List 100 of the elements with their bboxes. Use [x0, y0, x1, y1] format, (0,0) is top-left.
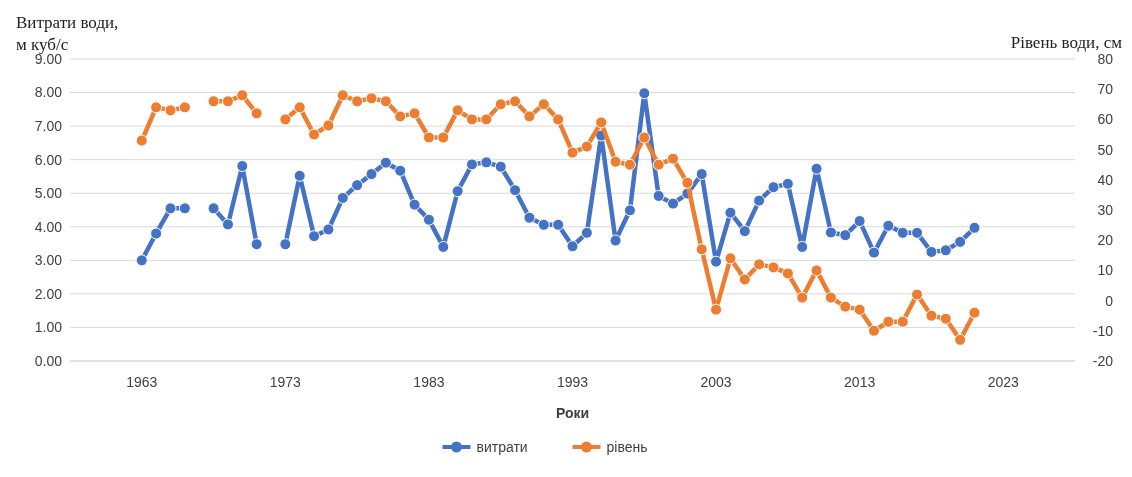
y2-tick-label: 50 [1097, 141, 1114, 158]
point [968, 221, 981, 234]
point [494, 160, 507, 173]
point [580, 140, 593, 153]
point [494, 98, 507, 111]
point [824, 226, 837, 239]
point [523, 211, 536, 224]
point [437, 131, 450, 144]
point [351, 95, 364, 108]
x-tick-label: 1983 [413, 374, 445, 390]
y2-tick-label: 80 [1097, 50, 1114, 67]
point [250, 238, 263, 251]
point [408, 107, 421, 120]
point [480, 156, 493, 169]
y-tick-label: 3.00 [34, 252, 63, 269]
point [351, 179, 364, 192]
point [178, 202, 191, 215]
x-tick-label: 1973 [269, 374, 302, 390]
point [308, 230, 321, 243]
point [810, 264, 823, 277]
point [595, 116, 608, 129]
point [695, 243, 708, 256]
point [781, 267, 794, 280]
point [365, 168, 378, 181]
point [437, 240, 450, 253]
y-tick-label: 2.00 [34, 285, 63, 302]
y-tick-label: 1.00 [34, 319, 63, 336]
point [422, 131, 435, 144]
point [839, 300, 852, 313]
y-tick-label: 5.00 [34, 185, 63, 202]
point [509, 95, 522, 108]
point [724, 206, 737, 219]
point [623, 158, 636, 171]
y-tick-label: 4.00 [34, 218, 63, 235]
point [738, 273, 751, 286]
point [379, 95, 392, 108]
point [896, 226, 909, 239]
y-tick-label: 8.00 [34, 84, 63, 101]
y-tick-label: 0.00 [34, 352, 63, 369]
point [379, 156, 392, 169]
point [623, 204, 636, 217]
point [552, 113, 565, 126]
point [810, 162, 823, 175]
point [221, 218, 234, 231]
point [552, 218, 565, 231]
point [609, 234, 622, 247]
point [537, 98, 550, 111]
point [451, 104, 464, 117]
point [925, 309, 938, 322]
y2-tick-label: 40 [1097, 171, 1114, 188]
y2-tick-label: 20 [1097, 232, 1114, 249]
point [939, 312, 952, 325]
x-tick-label: 1963 [126, 374, 158, 390]
point [221, 95, 234, 108]
y2-tick-label: 70 [1097, 81, 1114, 98]
y2-tick-label: 30 [1097, 201, 1114, 218]
point [781, 177, 794, 190]
point [451, 185, 464, 198]
x-tick-label: 2003 [700, 374, 732, 390]
point [652, 189, 665, 202]
legend-label: рівень [606, 438, 648, 455]
point [667, 197, 679, 210]
point [509, 184, 522, 197]
point [164, 202, 177, 215]
y2-tick-label: 60 [1097, 111, 1114, 128]
point [853, 215, 866, 228]
x-axis-title: Роки [555, 405, 590, 421]
point [667, 152, 679, 165]
point [710, 255, 723, 268]
point [911, 226, 924, 239]
point [868, 246, 880, 259]
point [178, 101, 191, 114]
point [882, 219, 895, 232]
point [911, 288, 924, 301]
y2-tick-label: 0 [1105, 292, 1114, 309]
point [724, 252, 737, 265]
x-tick-label: 2013 [844, 374, 876, 390]
point [322, 223, 335, 236]
point [408, 198, 421, 211]
point [925, 245, 938, 258]
point [954, 333, 967, 346]
point [279, 238, 292, 251]
point [868, 324, 880, 337]
y2-tick-label: -20 [1092, 352, 1114, 369]
point [365, 92, 378, 105]
point [566, 146, 579, 159]
y2-axis-title: Рівень води, см [1010, 33, 1123, 52]
point [236, 89, 249, 102]
point [537, 218, 550, 231]
point [767, 181, 780, 194]
point [164, 104, 177, 117]
point [150, 101, 163, 114]
point [293, 101, 306, 114]
point [566, 240, 579, 253]
point [968, 306, 981, 319]
point [150, 227, 163, 240]
point [738, 225, 751, 238]
point [853, 303, 866, 316]
point [207, 202, 220, 215]
point [681, 176, 694, 189]
